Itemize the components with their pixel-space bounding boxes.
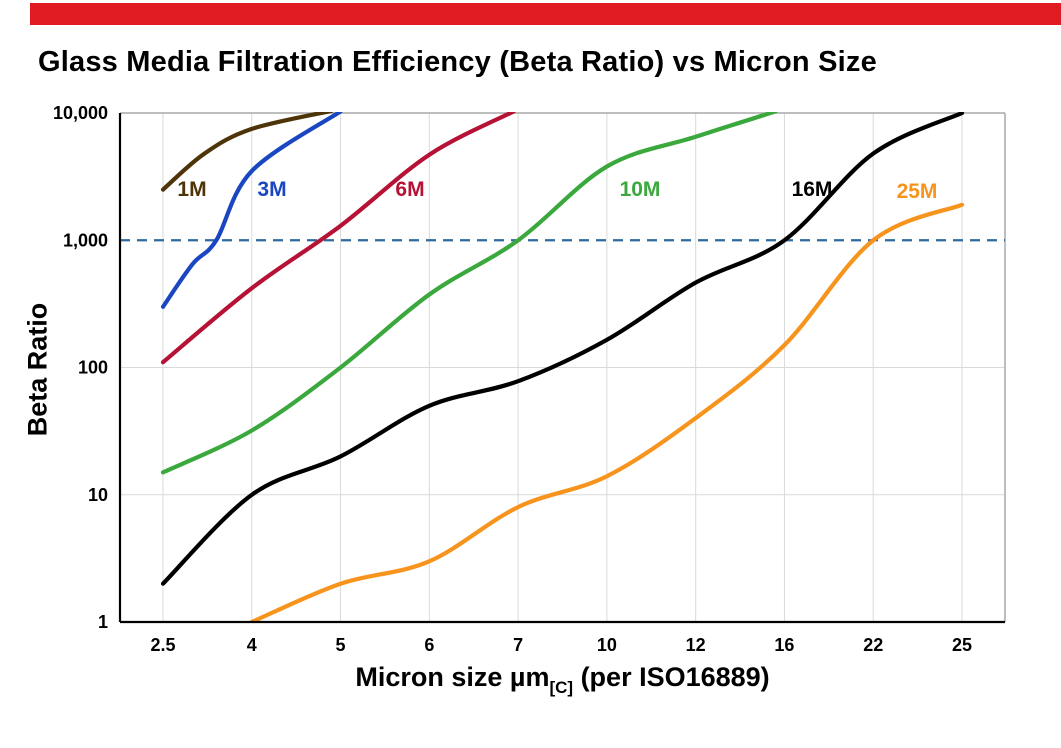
y-tick-label-1: 1 xyxy=(98,612,108,632)
series-label-25M: 25M xyxy=(897,180,938,203)
x-axis-label-subscript: [C] xyxy=(549,678,574,697)
x-tick-label-22: 22 xyxy=(863,635,883,655)
x-axis-label-text: Micron size µm xyxy=(355,662,550,692)
top-red-banner xyxy=(30,3,1061,25)
series-label-10M: 10M xyxy=(620,178,661,201)
x-tick-label-2.5: 2.5 xyxy=(150,635,175,655)
series-path-1M xyxy=(160,112,334,192)
y-tick-label-10: 10 xyxy=(88,485,108,505)
x-tick-label-4: 4 xyxy=(247,635,257,655)
series-label-16M: 16M xyxy=(792,178,833,201)
x-tick-label-12: 12 xyxy=(686,635,706,655)
y-tick-label-1,000: 1,000 xyxy=(63,230,108,250)
x-tick-label-10: 10 xyxy=(597,635,617,655)
series-label-1M: 1M xyxy=(177,178,206,201)
x-axis-label: Micron size µm[C] (per ISO16889) xyxy=(120,662,1005,698)
x-tick-label-6: 6 xyxy=(424,635,434,655)
x-tick-label-5: 5 xyxy=(336,635,346,655)
x-tick-label-7: 7 xyxy=(513,635,523,655)
series-path-3M xyxy=(160,112,343,309)
y-tick-label-10,000: 10,000 xyxy=(53,103,108,123)
series-path-10M xyxy=(160,112,778,475)
x-tick-label-25: 25 xyxy=(952,635,972,655)
x-tick-label-16: 16 xyxy=(774,635,794,655)
x-axis-label-suffix: (per ISO16889) xyxy=(573,662,770,692)
series-path-25M xyxy=(249,202,965,623)
series-label-3M: 3M xyxy=(257,178,286,201)
y-tick-label-100: 100 xyxy=(78,358,108,378)
series-label-6M: 6M xyxy=(395,178,424,201)
series-path-16M xyxy=(160,112,965,586)
chart-title: Glass Media Filtration Efficiency (Beta … xyxy=(38,46,877,78)
series-group xyxy=(160,112,965,623)
series-path-6M xyxy=(160,112,516,365)
